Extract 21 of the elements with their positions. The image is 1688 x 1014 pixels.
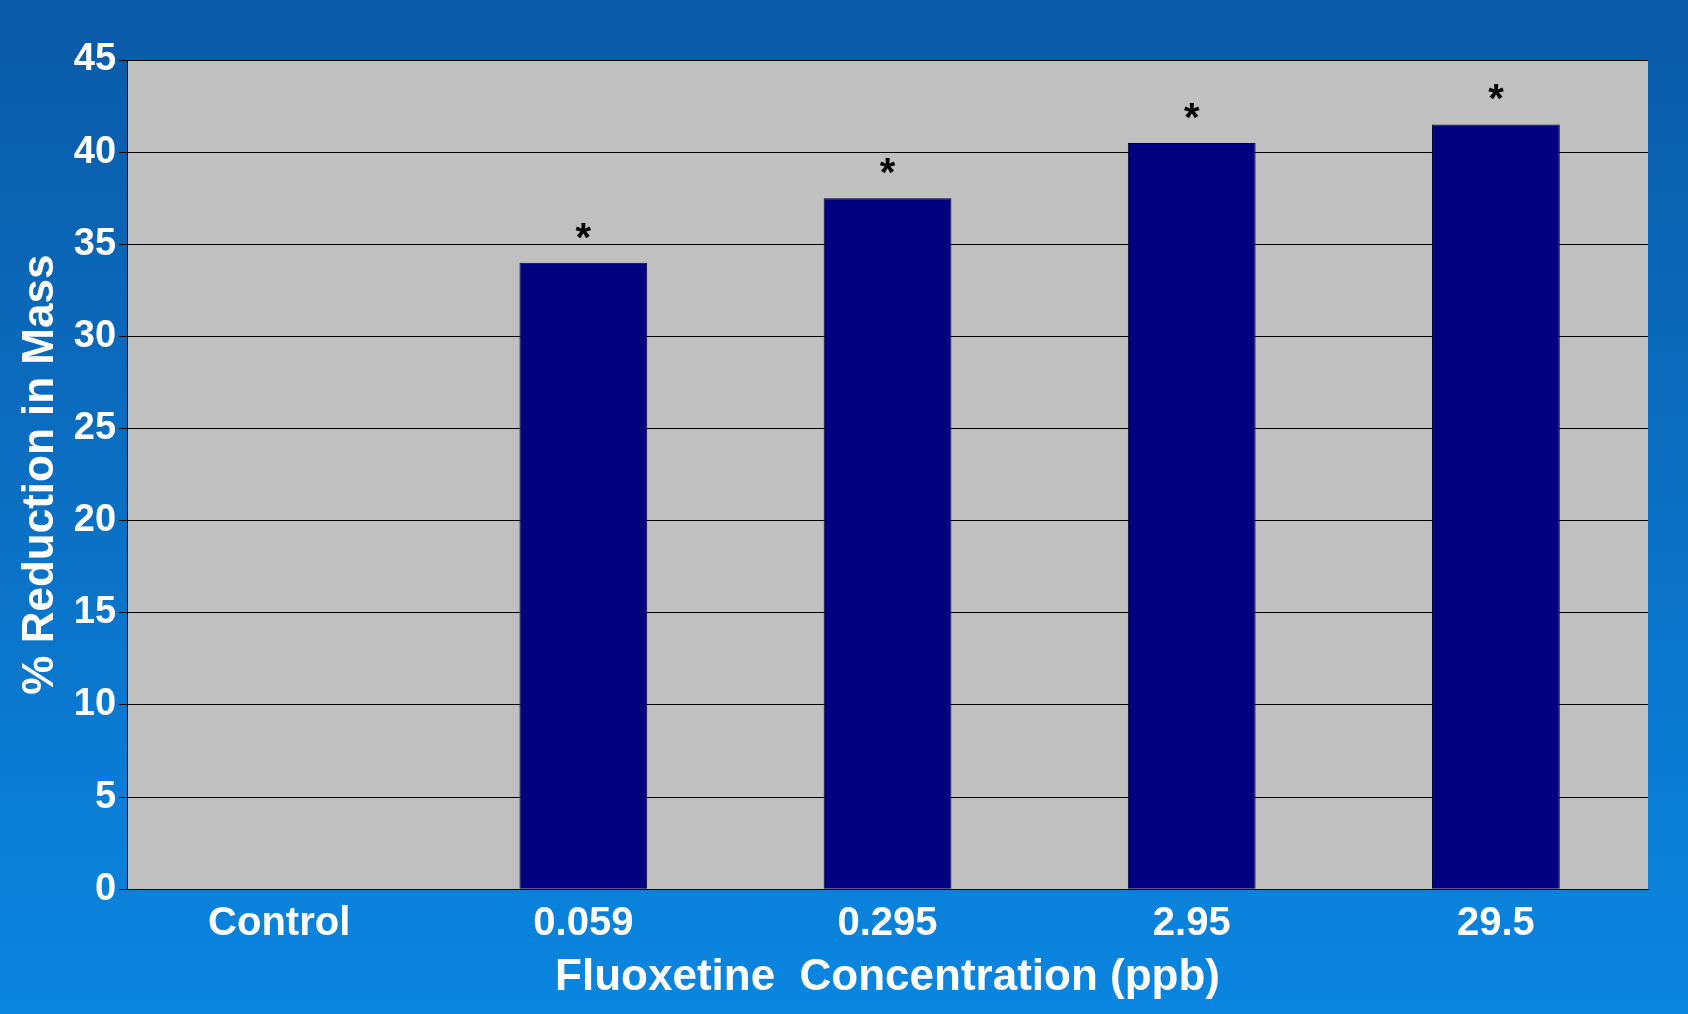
x-tick-label: 2.95 (1152, 899, 1231, 944)
y-tick-label: 30 (73, 312, 117, 355)
x-axis-title: Fluoxetine Concentration (ppb) (555, 949, 1220, 999)
annotation: * (575, 214, 592, 259)
x-tick-label: 0.295 (837, 899, 938, 944)
x-tick-label: Control (208, 899, 351, 944)
y-tick-label: 25 (73, 405, 117, 448)
y-tick-label: 40 (73, 128, 117, 171)
x-tick-label: 0.059 (533, 899, 634, 944)
y-tick-label: 5 (94, 773, 117, 816)
y-tick-label: 15 (73, 589, 117, 632)
y-tick-label: 10 (73, 681, 117, 724)
y-tick-label: 35 (73, 220, 117, 263)
y-axis-title: % Reduction in Mass (12, 254, 62, 695)
y-tick-label: 20 (73, 497, 117, 540)
annotation: * (1488, 76, 1505, 121)
y-tick-label: 45 (73, 36, 117, 79)
annotation: * (879, 150, 896, 195)
y-tick-label: 0 (94, 865, 117, 908)
x-tick-label: 29.5 (1456, 899, 1535, 944)
annotation: * (1183, 94, 1200, 139)
